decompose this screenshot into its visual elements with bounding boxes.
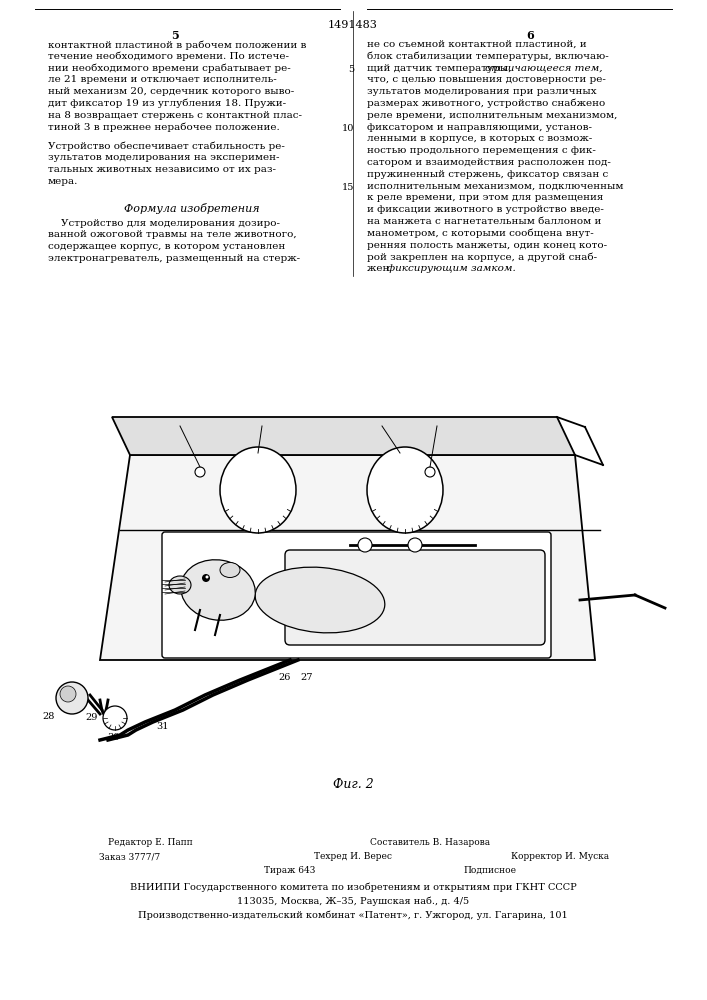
- Text: 200°С: 200°С: [425, 537, 455, 546]
- Text: 30: 30: [107, 733, 119, 742]
- Circle shape: [56, 682, 88, 714]
- Text: Фиг. 2: Фиг. 2: [332, 778, 373, 791]
- Text: 29: 29: [85, 713, 98, 722]
- Text: ренняя полость манжеты, один конец кото-: ренняя полость манжеты, один конец кото-: [367, 241, 607, 250]
- Text: фиксирующим замком.: фиксирующим замком.: [387, 264, 515, 273]
- Text: реле времени, исполнительным механизмом,: реле времени, исполнительным механизмом,: [367, 111, 617, 120]
- Text: электронагреватель, размещенный на стерж-: электронагреватель, размещенный на стерж…: [48, 254, 300, 263]
- Text: дит фиксатор 19 из углубления 18. Пружи-: дит фиксатор 19 из углубления 18. Пружи-: [48, 99, 286, 108]
- Text: 32: 32: [358, 557, 370, 566]
- Polygon shape: [100, 455, 595, 660]
- Text: 6: 6: [526, 30, 534, 41]
- Text: зультатов моделирования при различных: зультатов моделирования при различных: [367, 87, 597, 96]
- Text: тиной 3 в прежнее нерабочее положение.: тиной 3 в прежнее нерабочее положение.: [48, 123, 280, 132]
- Ellipse shape: [220, 447, 296, 533]
- Circle shape: [358, 538, 372, 552]
- Circle shape: [408, 538, 422, 552]
- Text: 5: 5: [348, 65, 354, 74]
- Text: сатором и взаимодействия расположен под-: сатором и взаимодействия расположен под-: [367, 158, 611, 167]
- Text: ле 21 времени и отключает исполнитель-: ле 21 времени и отключает исполнитель-: [48, 75, 276, 84]
- Text: 10: 10: [341, 124, 354, 133]
- Text: ный механизм 20, сердечник которого выво-: ный механизм 20, сердечник которого выво…: [48, 87, 294, 96]
- Text: 28: 28: [42, 712, 54, 721]
- Text: размерах животного, устройство снабжено: размерах животного, устройство снабжено: [367, 99, 605, 108]
- Text: 22: 22: [250, 422, 264, 431]
- Text: зультатов моделирования на эксперимен-: зультатов моделирования на эксперимен-: [48, 153, 279, 162]
- Text: 26: 26: [278, 673, 291, 682]
- Circle shape: [425, 467, 435, 477]
- Text: не со съемной контактной пластиной, и: не со съемной контактной пластиной, и: [367, 40, 587, 49]
- Text: мера.: мера.: [48, 177, 78, 186]
- FancyBboxPatch shape: [162, 532, 551, 658]
- Text: исполнительным механизмом, подключенным: исполнительным механизмом, подключенным: [367, 182, 624, 191]
- Text: 1491483: 1491483: [328, 20, 378, 30]
- Text: течение необходимого времени. По истече-: течение необходимого времени. По истече-: [48, 52, 289, 61]
- Text: Заказ 3777/7: Заказ 3777/7: [100, 852, 160, 861]
- Text: 23: 23: [370, 422, 384, 431]
- Text: и фиксации животного в устройство введе-: и фиксации животного в устройство введе-: [367, 205, 604, 214]
- Text: 100°с: 100°с: [356, 537, 385, 546]
- Text: Составитель В. Назарова: Составитель В. Назарова: [370, 838, 490, 847]
- Circle shape: [202, 574, 210, 582]
- Circle shape: [206, 576, 209, 578]
- Text: содержащее корпус, в котором установлен: содержащее корпус, в котором установлен: [48, 242, 285, 251]
- Text: на манжета с нагнетательным баллоном и: на манжета с нагнетательным баллоном и: [367, 217, 602, 226]
- Ellipse shape: [181, 560, 255, 620]
- Text: 113035, Москва, Ж–35, Раушская наб., д. 4/5: 113035, Москва, Ж–35, Раушская наб., д. …: [237, 896, 469, 906]
- Text: рой закреплен на корпусе, а другой снаб-: рой закреплен на корпусе, а другой снаб-: [367, 252, 597, 262]
- Text: фиксатором и направляющими, установ-: фиксатором и направляющими, установ-: [367, 123, 592, 132]
- Text: блок стабилизации температуры, включаю-: блок стабилизации температуры, включаю-: [367, 52, 609, 61]
- Text: 31: 31: [156, 722, 168, 731]
- Text: к реле времени, при этом для размещения: к реле времени, при этом для размещения: [367, 193, 603, 202]
- Ellipse shape: [220, 562, 240, 578]
- Text: 24: 24: [165, 422, 179, 431]
- Text: на 8 возвращает стержень с контактной плас-: на 8 возвращает стержень с контактной пл…: [48, 111, 302, 120]
- Text: что, с целью повышения достоверности ре-: что, с целью повышения достоверности ре-: [367, 75, 606, 84]
- Text: 25: 25: [428, 422, 442, 431]
- Text: Устройство для моделирования дозиро-: Устройство для моделирования дозиро-: [48, 219, 280, 228]
- Text: 27: 27: [300, 673, 312, 682]
- FancyBboxPatch shape: [285, 550, 545, 645]
- Text: отличающееся тем,: отличающееся тем,: [485, 64, 602, 73]
- Text: Подписное: Подписное: [464, 866, 517, 875]
- Text: пружиненный стержень, фиксатор связан с: пружиненный стержень, фиксатор связан с: [367, 170, 608, 179]
- Text: манометром, с которыми сообщена внут-: манометром, с которыми сообщена внут-: [367, 229, 594, 238]
- Text: Техред И. Верес: Техред И. Верес: [314, 852, 392, 861]
- Text: 0: 0: [220, 537, 226, 546]
- Ellipse shape: [367, 447, 443, 533]
- Text: жен: жен: [367, 264, 392, 273]
- Text: Производственно-издательский комбинат «Патент», г. Ужгород, ул. Гагарина, 101: Производственно-издательский комбинат «П…: [138, 910, 568, 920]
- Text: 15: 15: [341, 183, 354, 192]
- Text: 33: 33: [407, 557, 419, 566]
- Text: 100с: 100с: [281, 537, 305, 546]
- Text: щий датчик температуры,: щий датчик температуры,: [367, 64, 515, 73]
- Text: ленными в корпусе, в которых с возмож-: ленными в корпусе, в которых с возмож-: [367, 134, 592, 143]
- Circle shape: [103, 706, 127, 730]
- Text: ВНИИПИ Государственного комитета по изобретениям и открытиям при ГКНТ СССР: ВНИИПИ Государственного комитета по изоб…: [129, 882, 576, 892]
- Text: Устройство обеспечивает стабильность ре-: Устройство обеспечивает стабильность ре-: [48, 141, 285, 151]
- Text: Тираж 643: Тираж 643: [264, 866, 316, 875]
- Text: 5: 5: [171, 30, 179, 41]
- Circle shape: [195, 467, 205, 477]
- Text: Редактор Е. Папп: Редактор Е. Папп: [107, 838, 192, 847]
- Text: Корректор И. Муска: Корректор И. Муска: [511, 852, 609, 861]
- Text: ванной ожоговой травмы на теле животного,: ванной ожоговой травмы на теле животного…: [48, 230, 297, 239]
- Text: нии необходимого времени срабатывает ре-: нии необходимого времени срабатывает ре-: [48, 64, 291, 73]
- Circle shape: [60, 686, 76, 702]
- Text: ностью продольного перемещения с фик-: ностью продольного перемещения с фик-: [367, 146, 596, 155]
- Ellipse shape: [255, 567, 385, 633]
- Text: Формула изобретения: Формула изобретения: [124, 203, 259, 214]
- Text: контактной пластиной в рабочем положении в: контактной пластиной в рабочем положении…: [48, 40, 306, 49]
- Text: тальных животных независимо от их раз-: тальных животных независимо от их раз-: [48, 165, 276, 174]
- Polygon shape: [112, 417, 575, 455]
- Ellipse shape: [169, 576, 191, 594]
